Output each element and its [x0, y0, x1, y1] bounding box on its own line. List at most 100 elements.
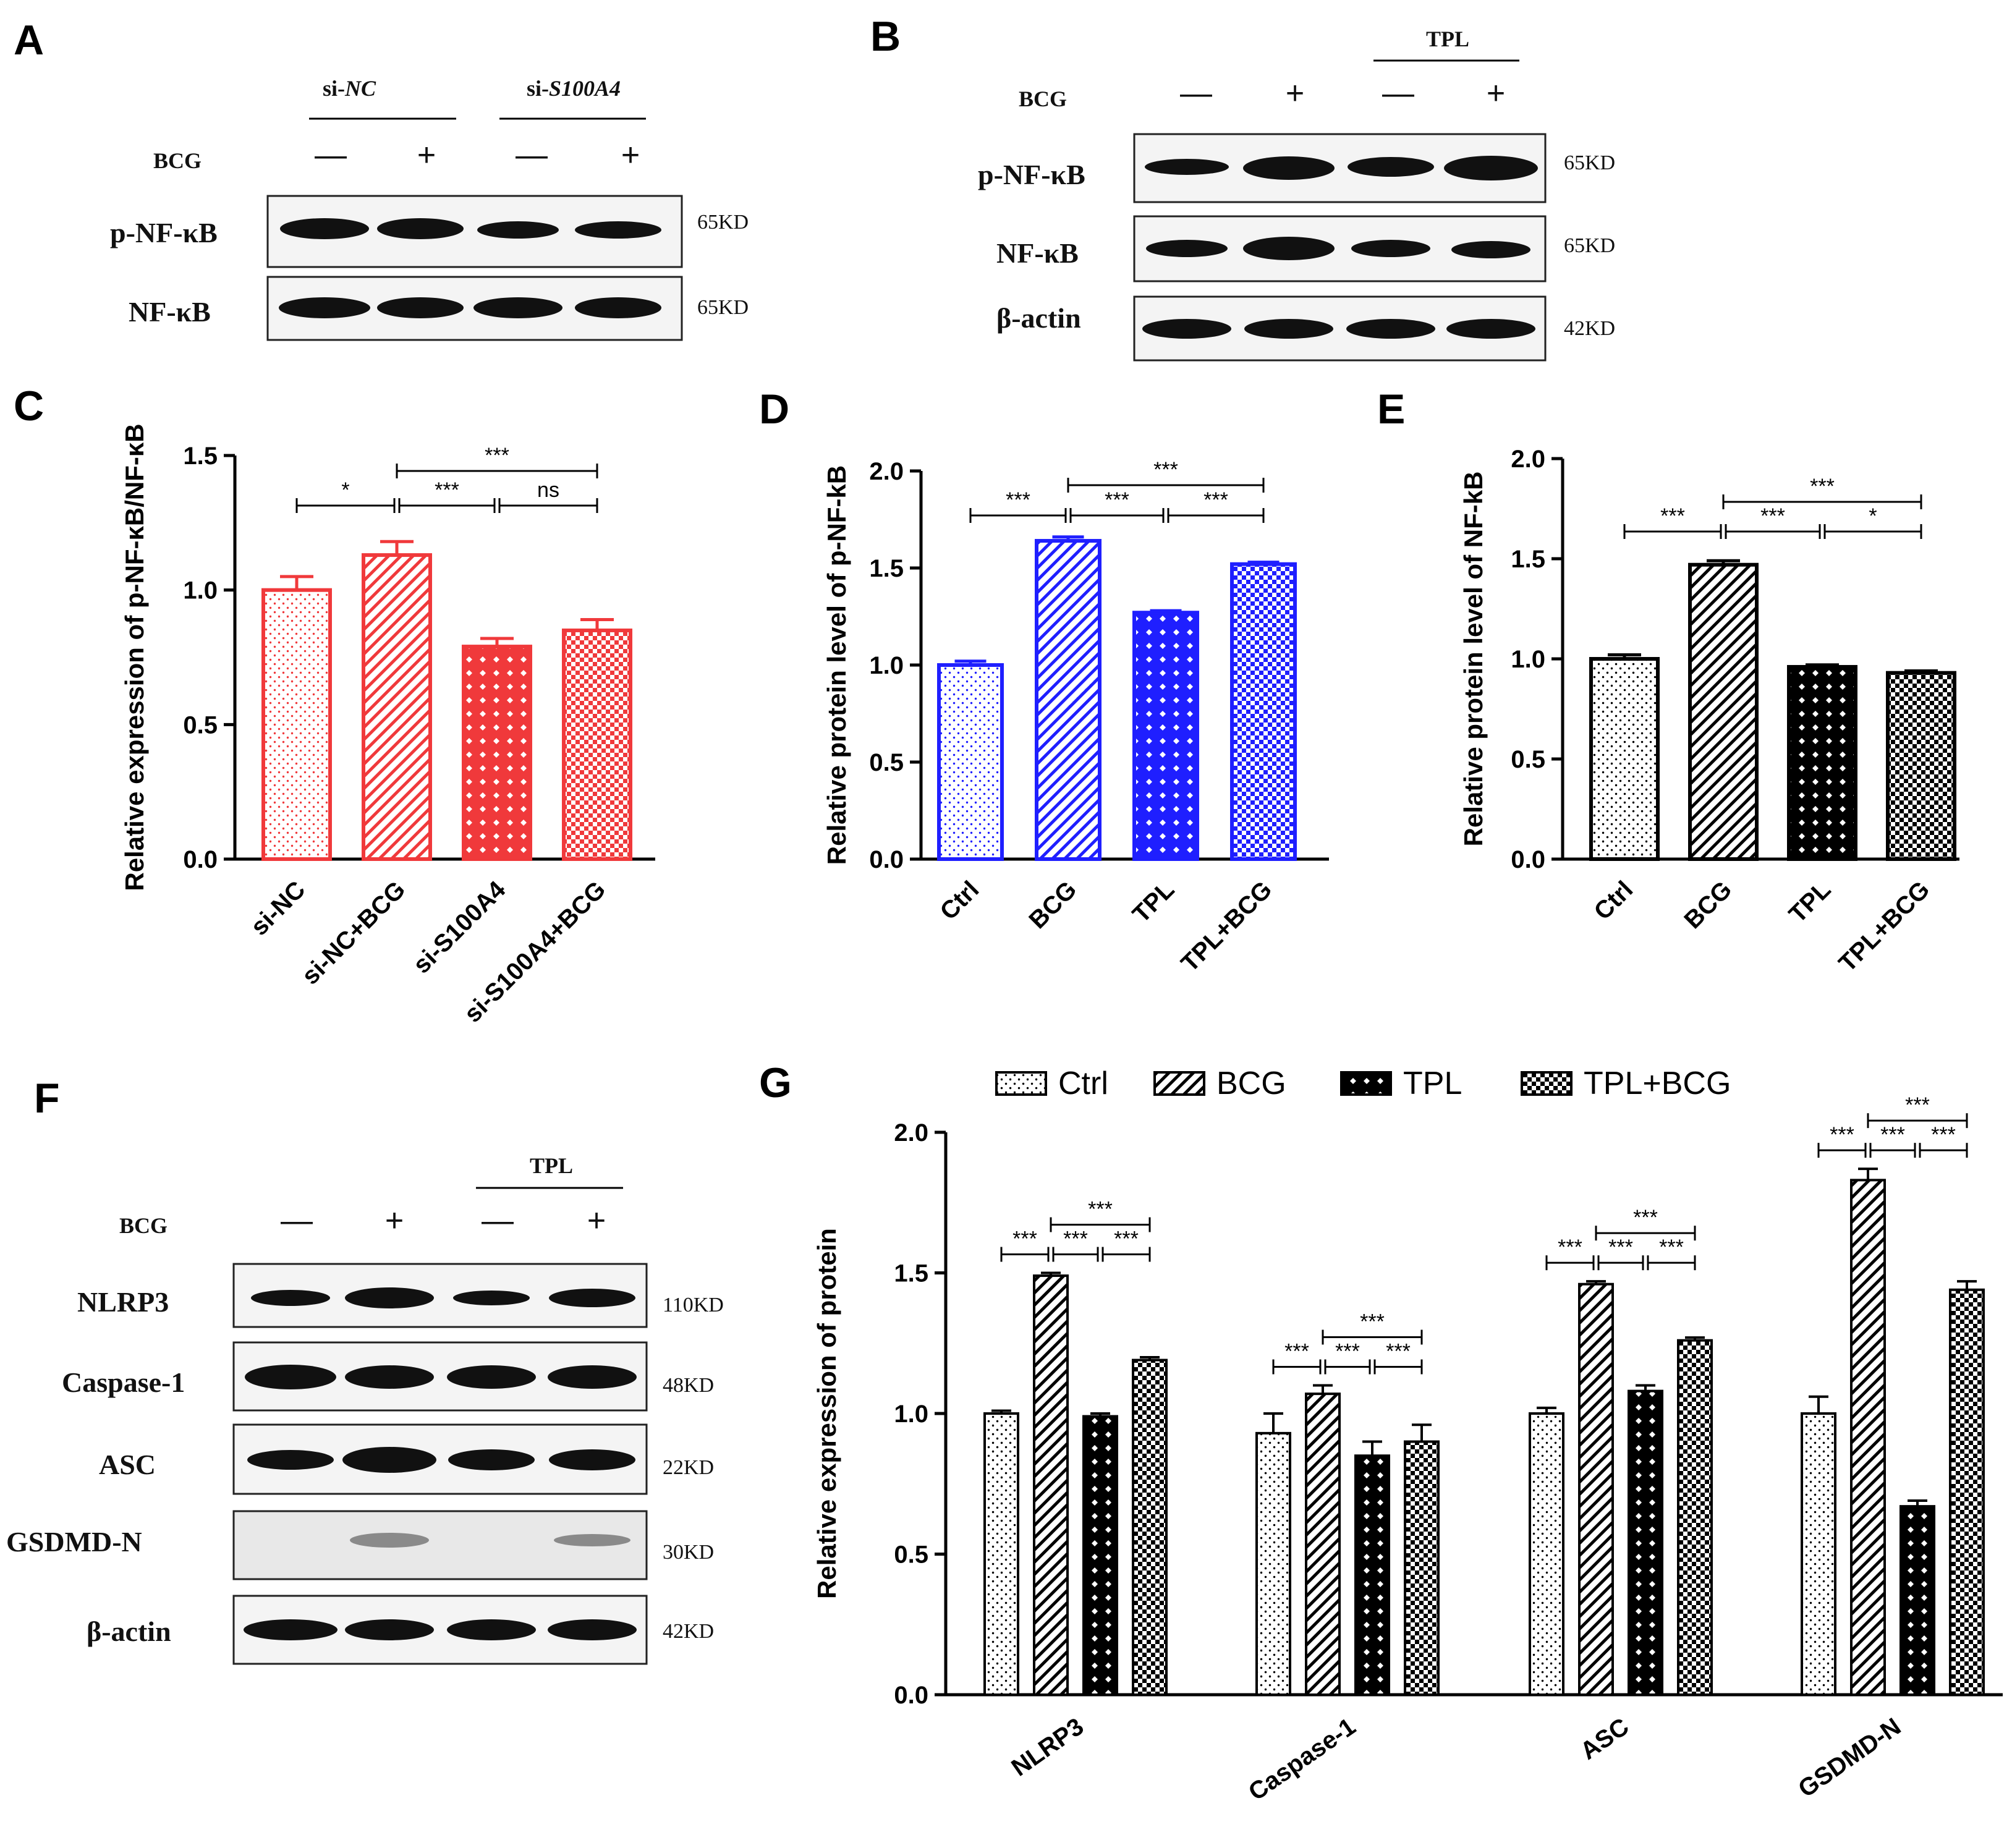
chart-c-bar-si-nc	[261, 588, 332, 862]
chart-d-y-tick-label: 0.5	[869, 749, 904, 776]
chart-c-y-tick-label: 0.5	[183, 711, 218, 739]
chart-c-y-tick-label: 1.5	[183, 443, 218, 470]
chart-e-bar-tpl	[1787, 664, 1857, 861]
chart-c-significance-label: *	[341, 478, 349, 502]
band	[1351, 240, 1430, 257]
band	[350, 1533, 429, 1548]
band	[1451, 241, 1530, 258]
chart-c-category-label: si-NC+BCG	[297, 876, 410, 990]
blot-b-kd-p-nfkb: 65KD	[1564, 151, 1615, 174]
blot-f-bands-beta-actin	[244, 1619, 637, 1640]
chart-g-bar-asc-tpl-bcg	[1677, 1339, 1713, 1696]
chart-e: 0.0 0.5 1.0 1.5 2.0 Relative protein level of…	[1459, 446, 1959, 977]
chart-g: 0.0 0.5 1.0 1.5 2.0 Relative expression of pr…	[812, 1066, 2003, 1806]
chart-g-bar-nlrp3-tpl	[1082, 1415, 1118, 1697]
blot-f-tpl-label: TPL	[530, 1153, 573, 1178]
chart-e-significance-label: ***	[1810, 475, 1835, 498]
band	[548, 1619, 637, 1640]
band	[247, 1450, 334, 1470]
band	[473, 297, 562, 318]
chart-d-y-tick-label: 2.0	[869, 458, 904, 485]
band	[453, 1291, 530, 1305]
blot-a-kd-nfkb: 65KD	[697, 296, 749, 319]
chart-g-bar-caspase-1-ctrl	[1255, 1431, 1291, 1697]
chart-c-bar-si-s100a4-bcg	[562, 628, 632, 861]
blot-b-bands-beta-actin	[1142, 319, 1535, 339]
chart-g-significance-label: ***	[1114, 1227, 1139, 1251]
band	[548, 1365, 637, 1389]
chart-c-significance-label: ns	[537, 478, 559, 502]
chart-g-bar-caspase-1-bcg	[1305, 1392, 1341, 1696]
chart-d-category-label: TPL+BCG	[1176, 876, 1277, 977]
chart-c-category-label: si-S100A4	[408, 876, 511, 979]
blot-f-row-label-nlrp3: NLRP3	[77, 1286, 169, 1318]
chart-e-bar-tpl-bcg	[1886, 671, 1956, 862]
chart-g-significance-label: ***	[1905, 1093, 1930, 1117]
chart-g-legend-swatch-ctrl	[995, 1071, 1047, 1096]
chart-g-significance-label: ***	[1659, 1236, 1684, 1259]
band	[1444, 156, 1538, 180]
blot-f-bands-gsdmd-n	[350, 1533, 630, 1548]
chart-g-bar-asc-tpl	[1628, 1389, 1663, 1697]
chart-g-significance-label: ***	[1088, 1198, 1113, 1221]
blot-f-row-label-asc: ASC	[99, 1449, 156, 1480]
blot-b-row-label-nfkb: NF-κB	[996, 237, 1079, 269]
blot-f-sign-3: —	[482, 1203, 514, 1239]
chart-e-y-tick-label: 2.0	[1511, 446, 1545, 473]
chart-g-bar-nlrp3-ctrl	[983, 1412, 1019, 1696]
chart-c-significance-label: ***	[435, 478, 459, 502]
band	[448, 1449, 535, 1470]
chart-g-y-axis-title: Relative expression of protein	[812, 1228, 841, 1599]
chart-d-bar-ctrl	[937, 663, 1004, 861]
band	[345, 1287, 434, 1308]
blot-a-bcg-label: BCG	[153, 148, 202, 173]
chart-e-significance-label: *	[1869, 504, 1877, 528]
chart-c-y-axis-title: Relative expression of p-NF-κB/NF-κB	[120, 423, 149, 891]
chart-c-category-label: si-NC	[245, 876, 310, 941]
blot-b-sign-1: —	[1180, 75, 1212, 111]
chart-g-significance-label: ***	[1284, 1340, 1309, 1363]
chart-d-y-tick-label: 0.0	[869, 846, 904, 873]
chart-d-y-axis-title: Relative protein level of p-NF-kB	[822, 465, 851, 865]
chart-g-category-label: ASC	[1576, 1713, 1634, 1765]
blot-a-sign-4: +	[621, 137, 640, 173]
chart-g-significance-label: ***	[1558, 1236, 1582, 1259]
band	[1146, 240, 1228, 257]
band	[279, 297, 370, 318]
chart-e-bar-bcg	[1688, 562, 1759, 861]
blot-b-kd-nfkb: 65KD	[1564, 234, 1615, 257]
chart-d-significance-label: ***	[1203, 488, 1228, 512]
band	[345, 1619, 434, 1640]
chart-d-significance-label: ***	[1105, 488, 1129, 512]
blot-b-bcg-label: BCG	[1019, 87, 1067, 111]
band	[1243, 156, 1335, 180]
blot-a-group-si-nc: si-NC	[323, 76, 376, 101]
chart-g-bar-asc-bcg	[1578, 1282, 1614, 1696]
band	[549, 1449, 635, 1470]
chart-g-category-label: GSDMD-N	[1793, 1713, 1906, 1803]
band	[1346, 319, 1435, 339]
blot-b-tpl-label: TPL	[1426, 27, 1469, 51]
blot-f-bands-nlrp3	[251, 1287, 635, 1308]
chart-g-bar-gsdmd-n-ctrl	[1801, 1412, 1836, 1696]
band	[245, 1365, 336, 1389]
chart-g-bar-nlrp3-tpl-bcg	[1132, 1358, 1168, 1697]
band	[1142, 319, 1231, 339]
chart-g-significance-label: ***	[1608, 1236, 1633, 1259]
chart-g-significance-label: ***	[1335, 1340, 1360, 1363]
blot-f-bands-caspase-1	[245, 1365, 637, 1389]
panel-letter-g: G	[759, 1059, 792, 1106]
blot-a-group-si-s100a4: si-S100A4	[527, 76, 621, 101]
chart-g-bar-caspase-1-tpl-bcg	[1404, 1440, 1440, 1696]
chart-g-y-tick-label: 0.0	[894, 1682, 928, 1709]
blot-b-row-label-p-nfkb: p-NF-κB	[978, 159, 1085, 190]
panel-letter-d: D	[759, 386, 789, 433]
chart-e-bar-ctrl	[1589, 657, 1660, 861]
band	[1244, 319, 1333, 339]
chart-g-legend-label: BCG	[1216, 1066, 1286, 1101]
blot-b-bands-nfkb	[1146, 237, 1530, 260]
chart-e-category-label: TPL+BCG	[1833, 876, 1935, 977]
blot-f-sign-2: +	[385, 1203, 404, 1239]
blot-f-sign-1: —	[281, 1203, 313, 1239]
